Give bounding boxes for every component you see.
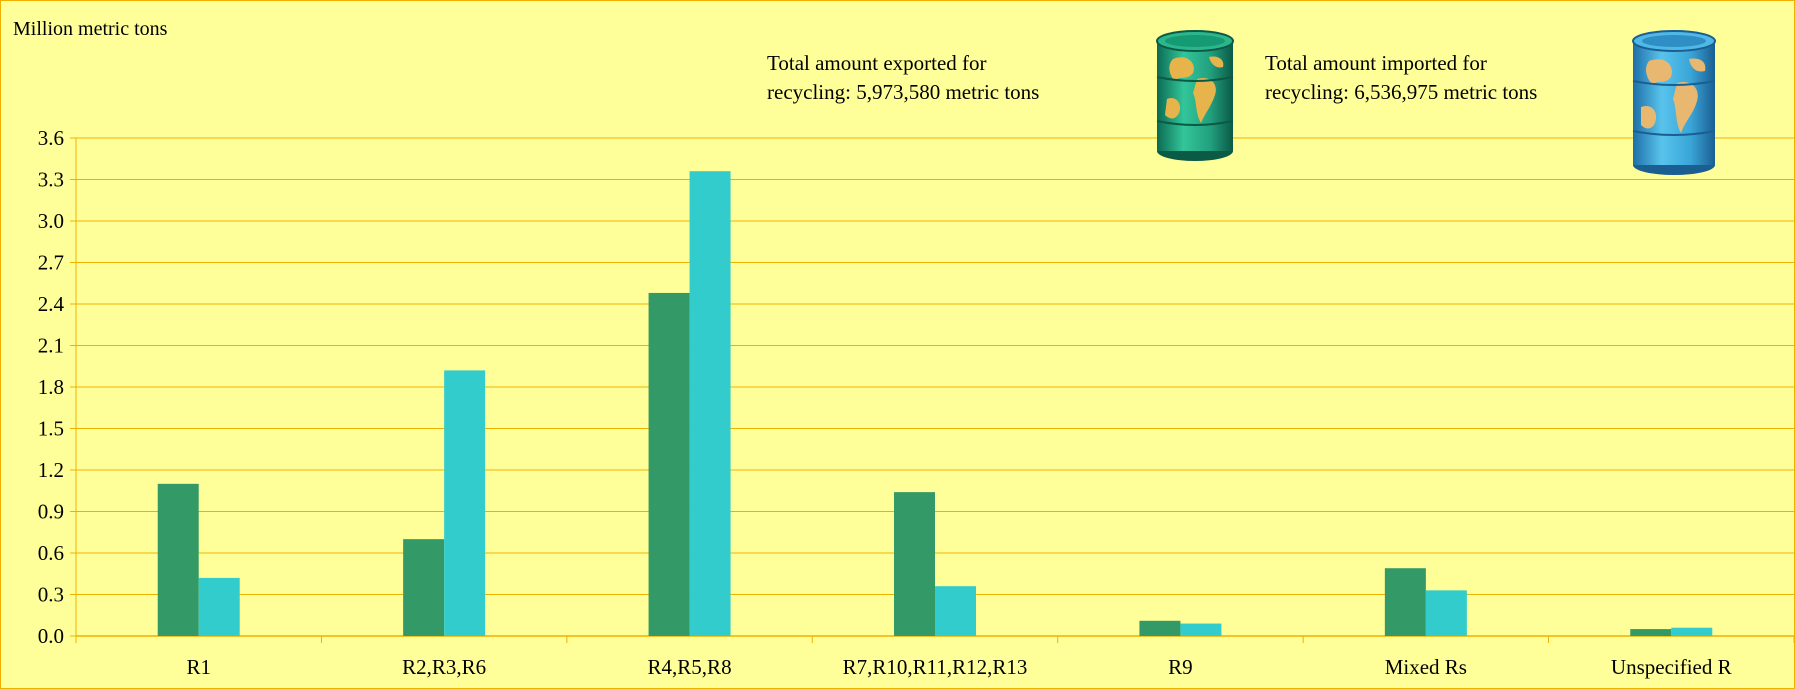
bar-exported (1630, 629, 1672, 636)
y-tick-label: 0.3 (38, 583, 64, 607)
bar-imported (1425, 590, 1467, 636)
import-total-line-1: Total amount imported for (1265, 51, 1487, 75)
bar-imported (1180, 623, 1222, 636)
y-tick-label: 2.4 (38, 292, 65, 316)
x-tick-label: R4,R5,R8 (648, 655, 732, 679)
y-axis-unit-label: Million metric tons (13, 18, 168, 40)
y-tick-label: 1.2 (38, 458, 64, 482)
export-total-line-1: Total amount exported for (767, 51, 987, 75)
y-tick-label: 3.0 (38, 209, 64, 233)
import-total-annotation: Total amount imported for recycling: 6,5… (1265, 49, 1537, 107)
bar-exported (1139, 620, 1181, 636)
x-tick-label: R1 (186, 655, 211, 679)
y-tick-label: 0.0 (38, 624, 64, 648)
bar-imported (444, 370, 486, 636)
bar-exported (648, 292, 690, 636)
export-total-annotation: Total amount exported for recycling: 5,9… (767, 49, 1039, 107)
x-tick-label: R9 (1168, 655, 1193, 679)
y-tick-label: 1.8 (38, 375, 64, 399)
bar-exported (1384, 568, 1426, 636)
y-tick-label: 3.6 (38, 126, 64, 150)
y-tick-label: 0.6 (38, 541, 64, 565)
bar-imported (198, 577, 240, 636)
bar-imported (1671, 627, 1713, 636)
bar-exported (894, 492, 935, 636)
x-tick-label: Mixed Rs (1385, 655, 1467, 679)
bar-imported (689, 171, 731, 636)
export-total-line-2: recycling: 5,973,580 metric tons (767, 80, 1040, 104)
x-tick-labels: R1 R2,R3,R6 R4,R5,R8 R7,R10,R11,R12,R13 R9 Mi… (186, 655, 1731, 679)
import-total-line-2: recycling: 6,536,975 metric tons (1265, 80, 1538, 104)
green-globe-barrel-icon (1156, 30, 1234, 161)
y-tick-label: 2.7 (38, 251, 64, 275)
x-tick-label: R2,R3,R6 (402, 655, 486, 679)
gridlines (76, 137, 1794, 637)
x-tick-label: R7,R10,R11,R12,R13 (843, 655, 1028, 679)
bars (157, 171, 1713, 636)
y-tick-label: 0.9 (38, 500, 64, 524)
bar-exported (157, 483, 199, 636)
y-tick-label: 2.1 (38, 334, 64, 358)
bar-imported (935, 586, 976, 636)
x-tick-label: Unspecified R (1611, 655, 1732, 679)
y-tick-label: 3.3 (38, 168, 64, 192)
blue-globe-barrel-icon (1632, 30, 1716, 175)
bar-exported (403, 539, 445, 636)
y-tick-labels: 0.0 0.3 0.6 0.9 1.2 1.5 1.8 2.1 2.4 2.7 3.0 3.3 3.6 (38, 126, 65, 648)
y-tick-label: 1.5 (38, 417, 64, 441)
